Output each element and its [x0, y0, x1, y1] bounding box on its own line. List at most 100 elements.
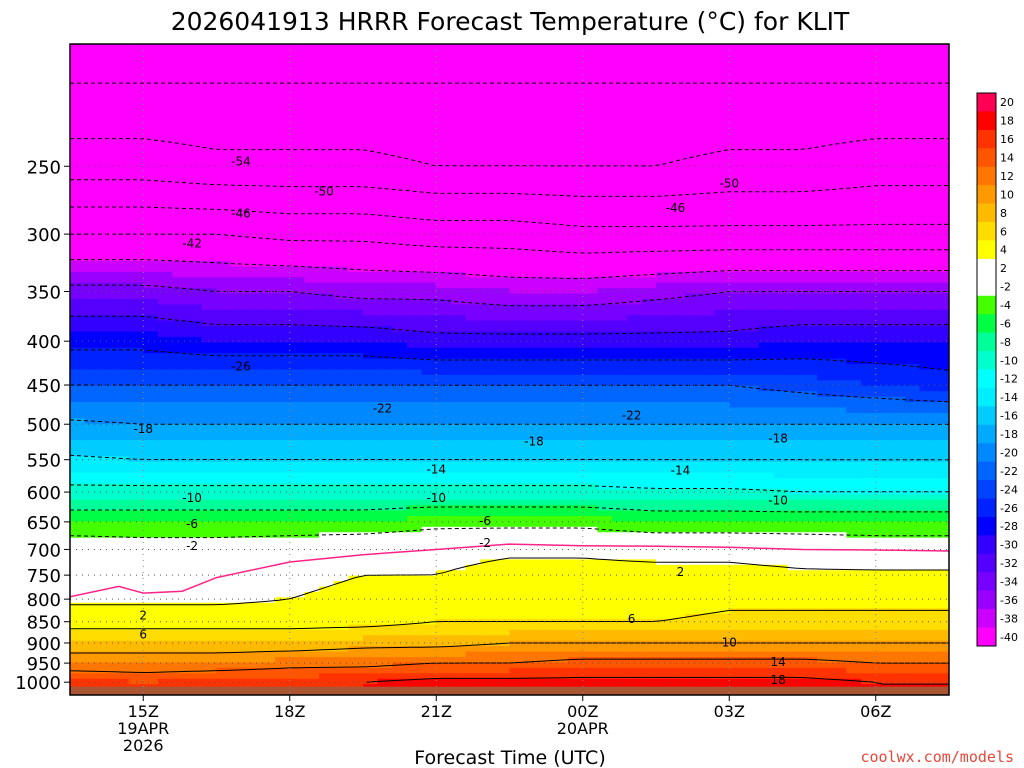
colorbar-label: -6 [1000, 317, 1011, 330]
colorbar-swatch [977, 295, 996, 315]
colorbar-swatch [977, 535, 996, 555]
x-tick-label: 00Z [567, 702, 598, 721]
y-tick-label: 950 [27, 654, 61, 675]
colorbar-label: 20 [1000, 96, 1014, 109]
colorbar-label: -32 [1000, 557, 1018, 570]
contour-label: -22 [622, 408, 642, 422]
colorbar-swatch [977, 129, 996, 149]
y-tick-label: 900 [27, 634, 61, 655]
y-tick-label: 500 [27, 415, 61, 436]
x-tick-label: 15Z [128, 702, 159, 721]
contour-label: -10 [768, 493, 788, 507]
colorbar-swatch [977, 572, 996, 592]
colorbar-label: -28 [1000, 520, 1018, 533]
colorbar-label: -4 [1000, 299, 1011, 312]
y-tick-label: 800 [27, 590, 61, 611]
colorbar-swatch [977, 609, 996, 628]
watermark: coolwx.com/models [860, 748, 1014, 766]
contour-label: -14 [671, 464, 691, 478]
y-tick-label: 700 [27, 540, 61, 561]
colorbar-swatch [977, 627, 996, 647]
contour-label: -10 [426, 491, 446, 505]
x-tick-label: 06Z [860, 702, 891, 721]
contour-label: -18 [133, 422, 153, 436]
contour-label: -54 [231, 154, 251, 168]
colorbar-label: 12 [1000, 170, 1014, 183]
colorbar-label: 6 [1000, 225, 1007, 238]
colorbar-label: 18 [1000, 115, 1014, 128]
colorbar-swatch [977, 516, 996, 536]
contour-label: 2 [139, 609, 147, 623]
colorbar-label: 8 [1000, 207, 1007, 220]
y-tick-label: 1000 [15, 673, 61, 694]
contour-label: 6 [139, 627, 147, 641]
contour-label: -18 [524, 434, 544, 448]
colorbar-swatch [977, 203, 996, 223]
contour-label: -6 [186, 517, 198, 531]
contour-label: -14 [426, 462, 446, 476]
y-tick-label: 450 [27, 376, 61, 397]
colorbar-swatch [977, 553, 996, 573]
chart-title: 2026041913 HRRR Forecast Temperature (°C… [171, 7, 850, 36]
x-axis-label: Forecast Time (UTC) [414, 747, 605, 768]
contour-label: -18 [768, 431, 788, 445]
colorbar-swatch [977, 480, 996, 499]
contour-label: -2 [479, 536, 491, 550]
contour-label: -50 [314, 185, 334, 199]
colorbar-swatch [977, 185, 996, 204]
colorbar-label: -16 [1000, 410, 1018, 423]
colorbar-label: 4 [1000, 244, 1007, 257]
colorbar-swatch [977, 590, 996, 610]
colorbar-label: -2 [1000, 281, 1011, 294]
ground-area [70, 686, 949, 695]
colorbar-swatch [977, 498, 996, 518]
y-tick-label: 300 [27, 225, 61, 246]
contour-label: -22 [373, 401, 393, 415]
isotherm-contour [70, 138, 949, 167]
y-tick-label: 650 [27, 513, 61, 534]
colorbar-label: -12 [1000, 373, 1018, 386]
contour-label: 2 [677, 565, 685, 579]
contour-label: 18 [770, 673, 785, 687]
plot-frame [69, 43, 950, 696]
contour-label: -46 [231, 206, 251, 220]
colorbar-label: -14 [1000, 391, 1018, 404]
colorbar-label: -24 [1000, 483, 1018, 496]
colorbar-label: -8 [1000, 336, 1011, 349]
contour-label: 14 [770, 655, 785, 669]
contour-label: -50 [719, 176, 739, 190]
colorbar-label: -30 [1000, 539, 1018, 552]
y-tick-label: 250 [27, 157, 61, 178]
colorbar-swatch [977, 461, 996, 481]
colorbar-swatch [977, 148, 996, 168]
x-tick-label: 2026 [123, 736, 164, 755]
colorbar-swatch [977, 332, 996, 352]
colorbar-label: -22 [1000, 465, 1018, 478]
colorbar-swatch [977, 258, 996, 278]
contour-label: -42 [182, 237, 202, 251]
colorbar-label: -36 [1000, 594, 1018, 607]
isotherm-contour [70, 658, 949, 674]
contour-label: -10 [182, 491, 202, 505]
colorbar-swatch [977, 93, 996, 112]
colorbar-swatch [977, 314, 996, 334]
colorbar-swatch [977, 111, 996, 131]
colorbar-label: 10 [1000, 188, 1014, 201]
x-tick-label: 03Z [714, 702, 745, 721]
colorbar-label: -40 [1000, 631, 1018, 644]
contour-label: -2 [186, 539, 198, 553]
colorbar-label: -20 [1000, 446, 1018, 459]
isotherm-contour [366, 676, 949, 685]
x-tick-label: 18Z [274, 702, 305, 721]
colorbar-label: -10 [1000, 354, 1018, 367]
contour-label: 6 [628, 612, 636, 626]
y-tick-label: 850 [27, 613, 61, 634]
colorbar-swatch [977, 369, 996, 389]
colorbar-swatch [977, 424, 996, 444]
colorbar-label: -18 [1000, 428, 1018, 441]
contour-label: -46 [666, 201, 686, 215]
colorbar-frame [976, 92, 997, 647]
y-tick-label: 750 [27, 566, 61, 587]
y-tick-label: 350 [27, 282, 61, 303]
